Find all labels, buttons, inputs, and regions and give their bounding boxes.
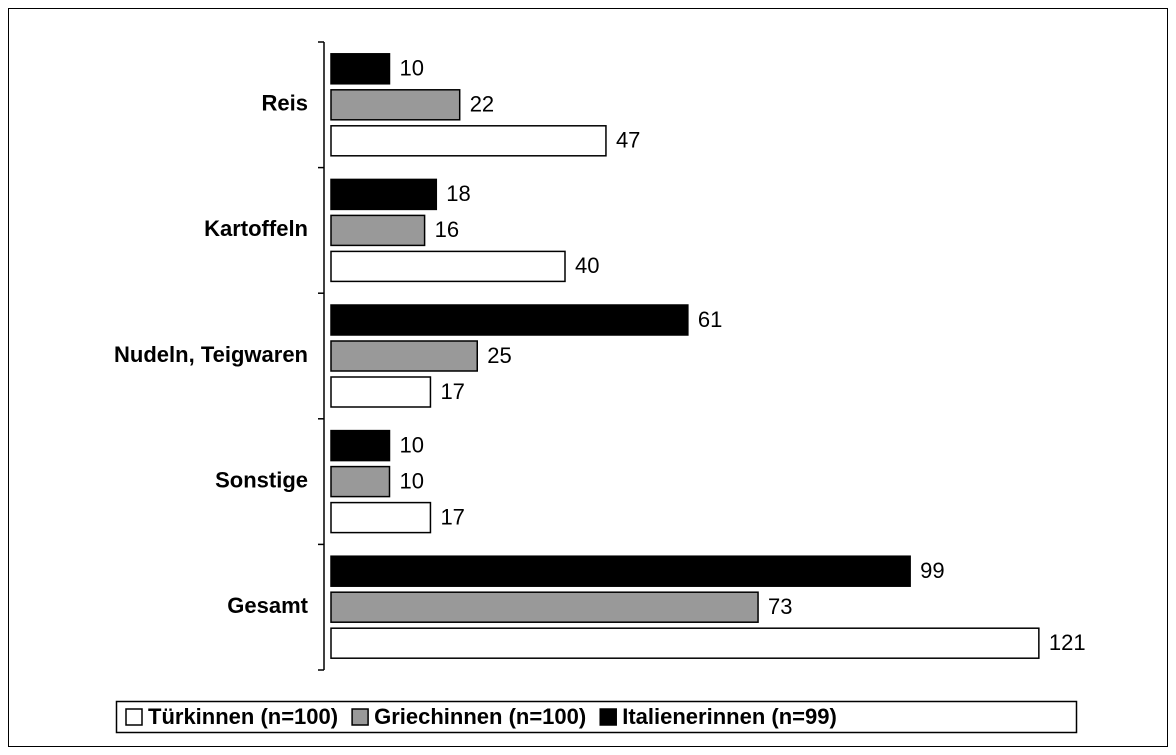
bar bbox=[330, 429, 391, 462]
bar bbox=[330, 178, 438, 211]
value-label: 10 bbox=[400, 468, 424, 493]
bar bbox=[330, 53, 391, 85]
value-label: 17 bbox=[440, 504, 464, 529]
bar bbox=[330, 89, 461, 121]
legend-label: Türkinnen (n=100) bbox=[148, 704, 338, 729]
value-label: 10 bbox=[400, 56, 424, 81]
value-label: 17 bbox=[440, 379, 464, 404]
value-label: 18 bbox=[446, 181, 470, 206]
value-label: 61 bbox=[698, 307, 722, 332]
category-label: Sonstige bbox=[215, 467, 308, 492]
legend-swatch bbox=[351, 708, 369, 726]
bar bbox=[330, 627, 1040, 659]
bar bbox=[330, 340, 478, 372]
legend-swatch bbox=[125, 708, 143, 726]
value-label: 73 bbox=[768, 594, 792, 619]
legend-label: Griechinnen (n=100) bbox=[374, 704, 586, 729]
bar bbox=[330, 501, 432, 534]
category-label: Kartoffeln bbox=[204, 216, 308, 241]
value-label: 22 bbox=[470, 92, 494, 117]
value-label: 47 bbox=[616, 128, 640, 153]
bar bbox=[330, 214, 426, 247]
legend-label: Italienerinnen (n=99) bbox=[622, 704, 837, 729]
value-label: 25 bbox=[487, 343, 511, 368]
category-label: Reis bbox=[262, 91, 308, 116]
bar bbox=[330, 555, 911, 587]
bar bbox=[330, 125, 607, 157]
value-label: 16 bbox=[435, 217, 459, 242]
bar bbox=[330, 250, 566, 283]
bar bbox=[330, 465, 391, 498]
legend-swatch bbox=[599, 708, 617, 726]
category-label: Nudeln, Teigwaren bbox=[114, 342, 308, 367]
bar bbox=[330, 591, 759, 623]
value-label: 99 bbox=[920, 558, 944, 583]
value-label: 40 bbox=[575, 253, 599, 278]
legend-box bbox=[115, 700, 1078, 734]
value-label: 10 bbox=[400, 432, 424, 457]
bar bbox=[330, 304, 689, 336]
bar bbox=[330, 376, 432, 408]
value-label: 121 bbox=[1049, 630, 1086, 655]
category-label: Gesamt bbox=[227, 593, 308, 618]
